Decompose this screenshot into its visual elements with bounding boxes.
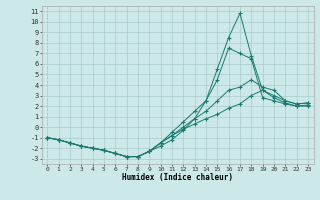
X-axis label: Humidex (Indice chaleur): Humidex (Indice chaleur) [122,173,233,182]
